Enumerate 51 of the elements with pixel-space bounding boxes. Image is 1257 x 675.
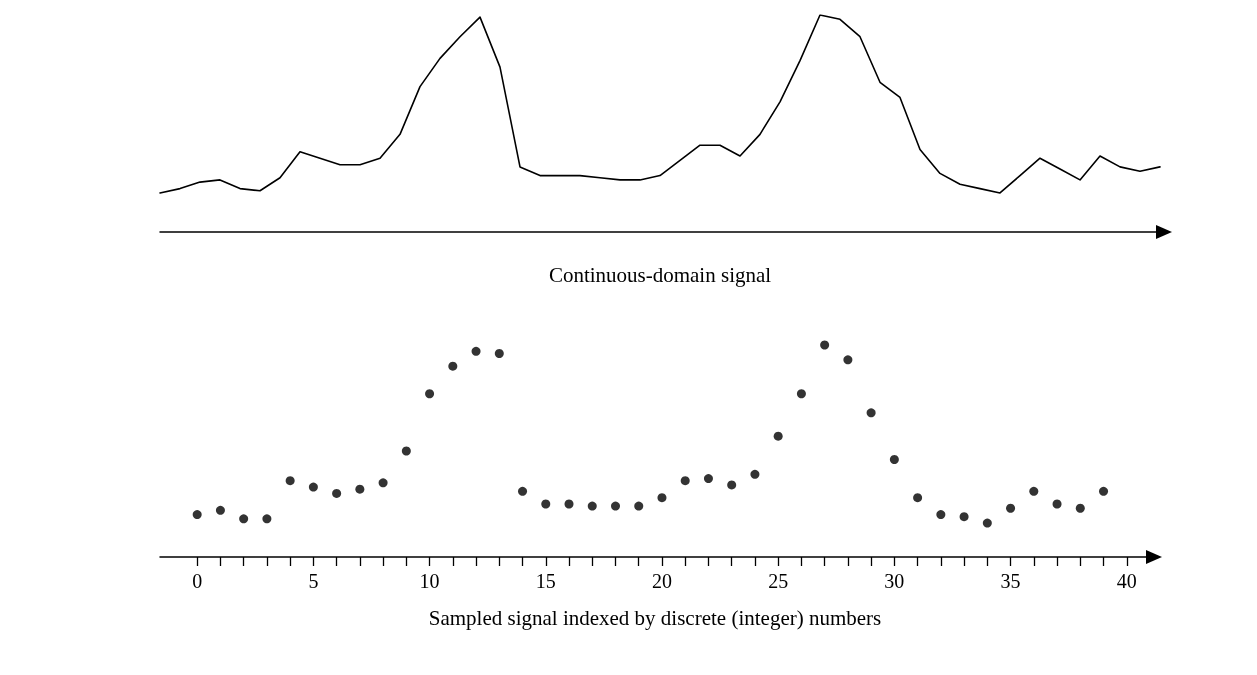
point	[1075, 503, 1085, 513]
point	[448, 361, 458, 371]
x-axis-title: Sampled signal indexed by discrete (integer) numbers	[428, 605, 882, 630]
point	[936, 510, 946, 520]
point	[727, 480, 737, 490]
point	[564, 499, 574, 509]
point	[1099, 486, 1109, 496]
x-tick-label: 35	[1000, 570, 1021, 592]
x-tick-label: 0	[192, 570, 203, 592]
point	[471, 346, 481, 356]
point	[332, 488, 342, 498]
point	[378, 478, 388, 488]
point	[262, 514, 272, 524]
x-tick-label: 40	[1116, 570, 1137, 592]
point	[634, 501, 644, 511]
x-tick-label: 20	[651, 570, 672, 592]
point	[773, 431, 783, 441]
point	[1006, 503, 1016, 513]
point	[518, 486, 528, 496]
point	[913, 493, 923, 503]
point	[889, 454, 899, 464]
x-tick-label: 5	[308, 570, 319, 592]
point	[959, 512, 969, 522]
point	[494, 348, 504, 358]
point	[541, 499, 551, 509]
point	[308, 482, 318, 492]
point	[703, 474, 713, 484]
point	[425, 389, 435, 399]
point	[982, 518, 992, 528]
point	[866, 408, 876, 418]
point	[215, 505, 225, 515]
point	[843, 355, 853, 365]
point	[285, 476, 295, 486]
point	[1052, 499, 1062, 509]
point	[611, 501, 620, 511]
point	[657, 493, 667, 503]
x-axis-title: Continuous-domain signal	[548, 262, 772, 287]
point	[820, 340, 830, 350]
x-tick-label: 15	[535, 570, 556, 592]
point	[401, 446, 411, 456]
x-tick-label: 30	[884, 570, 905, 592]
x-tick-label: 10	[419, 570, 440, 592]
point	[1029, 486, 1039, 496]
point	[239, 514, 249, 524]
point	[355, 484, 365, 494]
point	[750, 469, 760, 479]
point	[192, 510, 202, 520]
point	[796, 389, 806, 399]
x-tick-label: 25	[768, 570, 789, 592]
point	[680, 476, 690, 486]
point	[587, 501, 597, 511]
